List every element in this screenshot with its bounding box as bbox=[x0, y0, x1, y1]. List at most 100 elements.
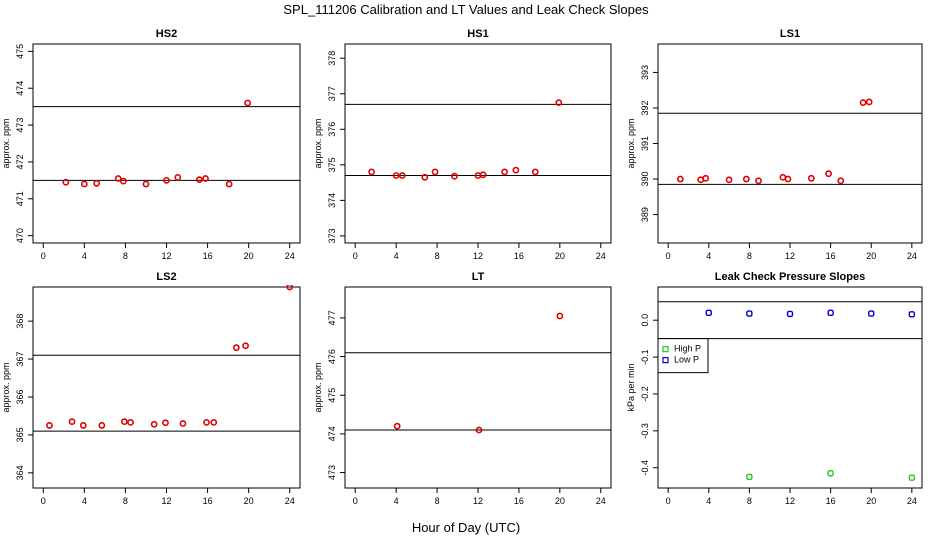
data-point bbox=[150, 420, 158, 428]
x-tick-label: 16 bbox=[203, 251, 213, 261]
data-point bbox=[702, 174, 710, 182]
x-tick-label: 4 bbox=[706, 496, 711, 506]
y-tick-label: 473 bbox=[327, 465, 337, 480]
data-point bbox=[807, 174, 815, 182]
x-tick-label: 12 bbox=[161, 496, 171, 506]
x-tick-label: 24 bbox=[285, 251, 295, 261]
data-point bbox=[725, 176, 733, 184]
data-point bbox=[421, 173, 429, 181]
panel-title: HS1 bbox=[467, 28, 488, 40]
data-point bbox=[225, 180, 233, 188]
x-tick-label: 4 bbox=[394, 496, 399, 506]
legend-swatch-low-p bbox=[662, 357, 669, 364]
y-tick-label: 471 bbox=[15, 191, 25, 206]
data-point bbox=[286, 285, 294, 291]
y-tick-label: 470 bbox=[15, 228, 25, 243]
panel-title: LS2 bbox=[156, 271, 176, 283]
y-tick-label: 392 bbox=[640, 100, 650, 115]
y-tick-label: 476 bbox=[327, 349, 337, 364]
data-point bbox=[531, 168, 539, 176]
y-tick-label: 473 bbox=[15, 118, 25, 133]
y-tick-label: 472 bbox=[15, 154, 25, 169]
data-point-low-p bbox=[786, 310, 794, 318]
panel-frame bbox=[32, 286, 301, 489]
x-tick-label: 0 bbox=[353, 496, 358, 506]
x-tick-label: 24 bbox=[285, 496, 295, 506]
x-tick-label: 16 bbox=[514, 496, 524, 506]
data-point bbox=[475, 426, 483, 434]
x-tick-label: 8 bbox=[435, 496, 440, 506]
data-point bbox=[195, 176, 203, 184]
data-point bbox=[93, 179, 101, 187]
data-point bbox=[119, 177, 127, 185]
x-tick-label: 12 bbox=[161, 251, 171, 261]
data-point bbox=[501, 168, 508, 176]
y-tick-label: 393 bbox=[640, 65, 650, 80]
data-point bbox=[865, 98, 873, 106]
x-tick-label: 0 bbox=[41, 251, 46, 261]
y-tick-label: -0.4 bbox=[640, 460, 650, 476]
y-tick-label: 474 bbox=[15, 81, 25, 96]
x-tick-label: 24 bbox=[907, 496, 917, 506]
panel-ls2: LS2 approx. ppm 0 4 8 12 16 20 24 364 365 366 367 368 bbox=[1, 271, 301, 506]
y-tick-label: 368 bbox=[15, 314, 25, 329]
data-point bbox=[114, 175, 122, 182]
panel-frame bbox=[657, 286, 923, 489]
y-tick-label: -0.1 bbox=[640, 349, 650, 365]
x-tick-label: 20 bbox=[555, 496, 565, 506]
x-tick-label: 12 bbox=[473, 496, 483, 506]
data-point-low-p bbox=[868, 310, 875, 317]
y-tick-label: 378 bbox=[327, 51, 337, 66]
data-point bbox=[784, 175, 792, 183]
panel-title: HS2 bbox=[156, 28, 177, 40]
legend-box bbox=[657, 338, 709, 374]
panel-leak-check-pressure-slopes: Leak Check Pressure Slopes kPa per min 0 4 8… bbox=[626, 271, 923, 506]
x-tick-label: 0 bbox=[666, 496, 671, 506]
data-point bbox=[556, 312, 564, 320]
data-point bbox=[837, 177, 845, 185]
x-tick-label: 20 bbox=[866, 251, 876, 261]
panel-title: LS1 bbox=[780, 28, 800, 40]
x-tick-label: 0 bbox=[41, 496, 46, 506]
data-point-low-p bbox=[908, 311, 916, 318]
y-tick-label: 376 bbox=[327, 122, 337, 137]
data-point bbox=[179, 420, 187, 427]
data-point bbox=[79, 422, 87, 429]
x-tick-label: 20 bbox=[244, 251, 254, 261]
x-tick-label: 4 bbox=[82, 251, 87, 261]
data-point bbox=[676, 175, 684, 183]
data-point-low-p bbox=[746, 310, 753, 317]
data-point bbox=[62, 178, 70, 186]
x-tick-label: 16 bbox=[826, 251, 836, 261]
x-tick-label: 0 bbox=[353, 251, 358, 261]
data-point bbox=[210, 418, 218, 426]
panel-frame bbox=[32, 43, 301, 244]
y-tick-label: 391 bbox=[640, 136, 650, 151]
data-point bbox=[203, 418, 210, 426]
data-point bbox=[242, 342, 249, 350]
x-tick-label: 0 bbox=[666, 251, 671, 261]
x-tick-label: 20 bbox=[866, 496, 876, 506]
panel-frame bbox=[657, 43, 923, 244]
y-tick-label: 366 bbox=[15, 389, 25, 404]
panel-hs2: HS2 approx. ppm 0 4 8 12 16 20 24 470 471 472 473 474… bbox=[1, 28, 301, 261]
y-tick-label: 364 bbox=[15, 465, 25, 480]
panel-lt: LT approx. ppm 0 4 8 12 16 20 24 473 474 475 476 477 bbox=[313, 271, 612, 506]
figure-title: SPL_111206 Calibration and LT Values and… bbox=[283, 2, 649, 17]
data-point-high-p bbox=[746, 473, 753, 481]
x-tick-label: 12 bbox=[473, 251, 483, 261]
y-tick-label: 389 bbox=[640, 207, 650, 222]
panel-ls1: LS1 approx. ppm 0 4 8 12 16 20 24 389 390 391 392 393 bbox=[626, 28, 923, 261]
y-tick-label: 377 bbox=[327, 86, 337, 101]
x-tick-label: 24 bbox=[596, 496, 606, 506]
y-tick-label: 474 bbox=[327, 426, 337, 441]
y-tick-label: 390 bbox=[640, 172, 650, 187]
data-point bbox=[755, 177, 762, 185]
x-tick-label: 16 bbox=[514, 251, 524, 261]
data-point bbox=[162, 419, 169, 427]
y-tick-label: 477 bbox=[327, 310, 337, 325]
y-tick-label: 475 bbox=[327, 388, 337, 403]
y-tick-label: 0.0 bbox=[640, 314, 650, 327]
y-axis-title: approx. ppm bbox=[313, 118, 323, 168]
y-tick-label: 375 bbox=[327, 157, 337, 172]
